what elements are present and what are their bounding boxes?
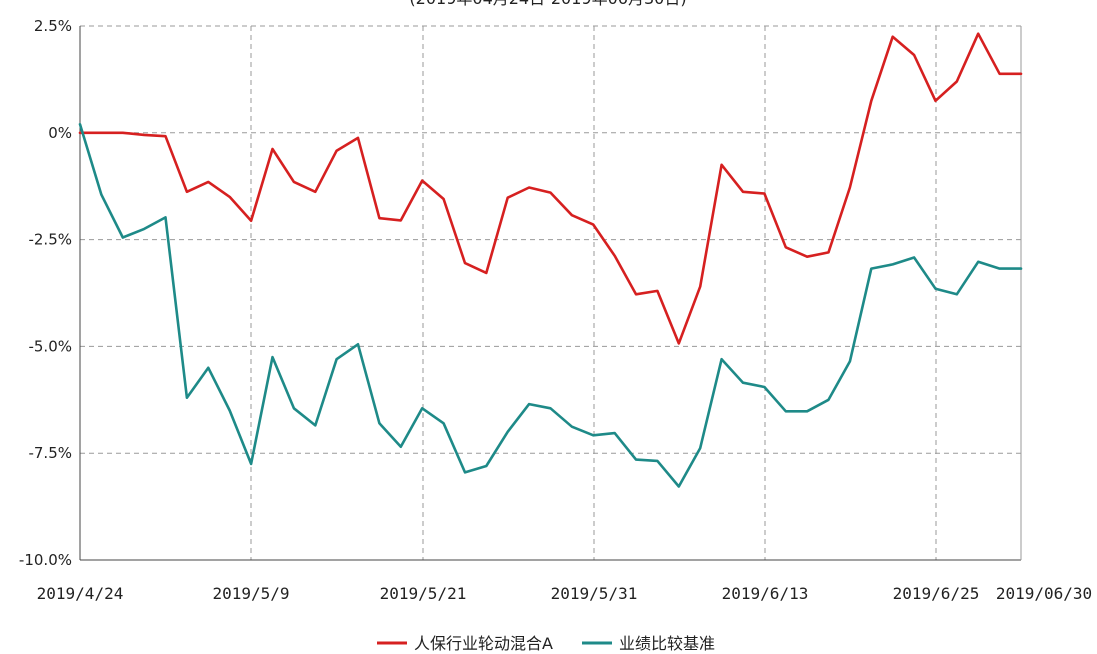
y-tick-label: -10.0%: [19, 551, 72, 569]
y-tick-label: -5.0%: [28, 337, 72, 355]
x-tick-label: 2019/6/13: [722, 584, 809, 603]
y-tick-label: 2.5%: [34, 17, 72, 35]
x-tick-label: 2019/5/21: [380, 584, 467, 603]
x-tick-label: 2019/5/9: [212, 584, 289, 603]
y-tick-label: -2.5%: [28, 231, 72, 249]
legend: 人保行业轮动混合A 业绩比较基准: [377, 634, 715, 653]
y-tick-labels: 2.5% 0% -2.5% -5.0% -7.5% -10.0%: [19, 17, 72, 569]
y-tick-label: -7.5%: [28, 444, 72, 462]
y-tick-label: 0%: [48, 124, 72, 142]
legend-label-series-1: 业绩比较基准: [619, 634, 715, 653]
series-line-1: [78, 123, 1023, 488]
chart-subtitle: (2019年04月24日-2019年06月30日): [409, 0, 686, 8]
x-tick-label: 2019/5/31: [551, 584, 638, 603]
x-tick-label: 2019/4/24: [37, 584, 124, 603]
axes: [79, 26, 1022, 561]
x-tick-label: 2019/06/30: [996, 584, 1092, 603]
x-tick-labels: 2019/4/24 2019/5/9 2019/5/21 2019/5/31 2019/…: [37, 584, 1093, 603]
legend-label-series-0: 人保行业轮动混合A: [414, 634, 553, 653]
series-line-0: [78, 32, 1023, 345]
x-tick-label: 2019/6/25: [893, 584, 980, 603]
gridlines: [80, 25, 1021, 560]
series-lines: [78, 32, 1023, 488]
